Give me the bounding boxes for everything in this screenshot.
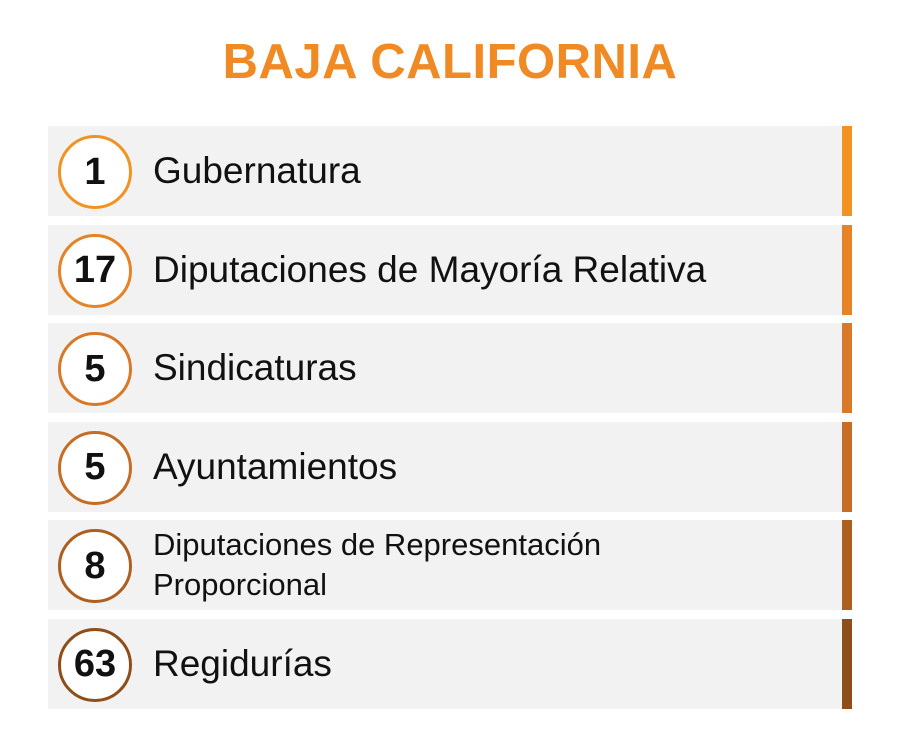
count-badge: 5 [58, 430, 132, 505]
list-item: 5 Ayuntamientos [48, 421, 852, 512]
count-badge: 63 [58, 627, 132, 702]
position-label: Ayuntamientos [153, 445, 398, 487]
count-badge: 8 [58, 529, 132, 604]
position-label: Diputaciones de Representación Proporcio… [153, 527, 602, 603]
page-title: BAJA CALIFORNIA [222, 35, 678, 89]
list-item: 17 Diputaciones de Mayoría Relativa [48, 224, 852, 315]
list-item: 8 Diputaciones de Representación Proporc… [48, 520, 852, 611]
list-item: 1 Gubernatura [48, 126, 852, 216]
election-positions-list: 1 Gubernatura 17 Diputaciones de Mayoría… [48, 126, 852, 718]
accent-bar [842, 421, 852, 512]
accent-bar [842, 126, 852, 216]
count-badge: 5 [58, 332, 132, 407]
count-badge: 17 [58, 233, 132, 308]
accent-bar [842, 618, 852, 709]
position-label: Diputaciones de Mayoría Relativa [153, 248, 707, 290]
count-badge: 1 [58, 135, 132, 209]
accent-bar [842, 224, 852, 315]
position-label: Regidurías [153, 642, 332, 684]
position-label: Gubernatura [153, 150, 361, 191]
accent-bar [842, 520, 852, 611]
list-item: 5 Sindicaturas [48, 323, 852, 414]
position-label: Sindicaturas [153, 347, 357, 389]
accent-bar [842, 323, 852, 414]
list-item: 63 Regidurías [48, 618, 852, 709]
